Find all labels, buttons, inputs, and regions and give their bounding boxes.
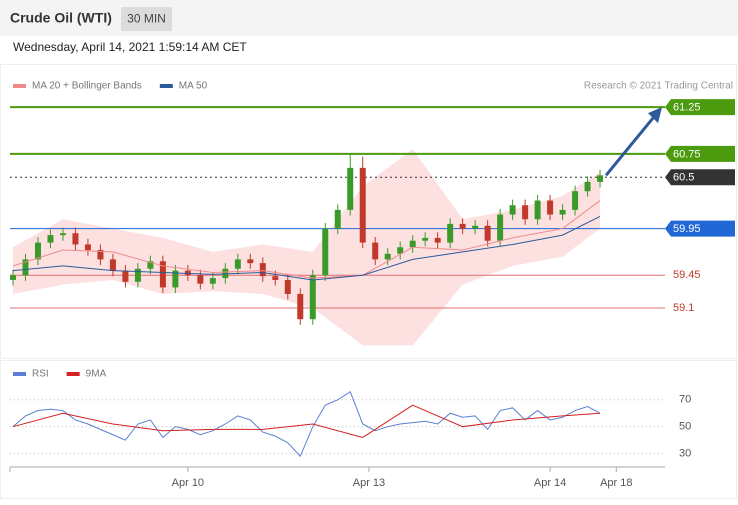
timestamp: Wednesday, April 14, 2021 1:59:14 AM CET: [13, 40, 247, 54]
candle-body: [234, 259, 241, 269]
candle-body: [472, 225, 479, 229]
candle-body: [34, 242, 41, 260]
candle-body: [422, 237, 429, 241]
candle-body: [322, 228, 329, 276]
candle-body: [559, 209, 566, 215]
candle-body: [597, 175, 604, 182]
moving-average: [12, 215, 601, 281]
legend-swatch: [66, 372, 80, 376]
candle-body: [247, 259, 254, 264]
candle-body: [147, 261, 154, 269]
x-tick-label: Apr 10: [172, 477, 204, 489]
legend-label: MA 20 + Bollinger Bands: [32, 81, 142, 92]
candle-body: [172, 270, 179, 288]
y-tick-label: 30: [679, 447, 691, 459]
candle-body: [209, 278, 216, 284]
moving-average: [12, 200, 601, 279]
legend-label: RSI: [32, 369, 49, 380]
y-tick-label: 70: [679, 394, 691, 406]
candle-body: [309, 275, 316, 320]
candle-body: [22, 259, 29, 276]
candle-body: [197, 275, 204, 284]
x-tick-label: Apr 14: [534, 477, 566, 489]
candle-body: [372, 242, 379, 260]
candle-body: [259, 263, 266, 277]
forecast-arrow: [604, 112, 659, 177]
candle-body: [159, 261, 166, 288]
level-badge: [665, 169, 735, 186]
level-badge: [665, 220, 735, 237]
candle-body: [384, 253, 391, 260]
timeframe-badge[interactable]: [121, 7, 172, 31]
candle-body: [534, 200, 541, 220]
candle-body: [522, 205, 529, 220]
candle-body: [347, 167, 354, 210]
legend-swatch: [13, 372, 26, 376]
candle-body: [509, 205, 516, 215]
candle-body: [9, 275, 16, 280]
candle-body: [59, 233, 66, 236]
candle-body: [584, 181, 591, 192]
candle-body: [572, 191, 579, 210]
level-label: 61.25: [673, 102, 701, 114]
level-badge: [665, 99, 735, 116]
candle-body: [497, 214, 504, 241]
candle-body: [72, 233, 79, 245]
candle-body: [84, 244, 91, 251]
candle-body: [334, 209, 341, 229]
candle-body: [547, 200, 554, 215]
candle-body: [122, 270, 129, 282]
candle-body: [484, 225, 491, 241]
price-panel: [0, 64, 737, 359]
candle-body: [284, 279, 291, 294]
candle-body: [359, 167, 366, 243]
level-badge: [665, 145, 735, 162]
indicator-line: [12, 390, 601, 458]
level-label: 59.1: [673, 302, 694, 314]
bollinger-band: [12, 149, 601, 346]
credit: Research © 2021 Trading Central: [584, 81, 733, 92]
price-chart: 61.25 60.75 60.5 59.95 59.45 59.1 MA 20 + Boll…: [9, 81, 735, 346]
candle-body: [447, 223, 454, 243]
candle-body: [97, 250, 104, 260]
candle-body: [409, 240, 416, 248]
legend-swatch: [13, 84, 26, 88]
candle-body: [109, 259, 116, 271]
indicator-line: [12, 404, 601, 438]
candle-body: [459, 223, 466, 229]
timeframe-label[interactable]: 30 MIN: [127, 12, 166, 26]
x-tick-label: Apr 18: [600, 477, 632, 489]
level-label: 59.95: [673, 223, 701, 235]
candle-body: [297, 293, 304, 320]
instrument-title: Crude Oil (WTI): [10, 10, 112, 26]
x-tick-label: Apr 13: [353, 477, 385, 489]
forecast-arrowhead: [648, 107, 662, 124]
rsi-chart: 30 50 70 Apr 10 Apr 13 Apr 14 Apr 18 RSI 9MA: [9, 369, 691, 489]
rsi-panel: [0, 360, 737, 499]
y-tick-label: 50: [679, 421, 691, 433]
legend-swatch: [159, 84, 173, 88]
level-label: 59.45: [673, 269, 701, 281]
candle-body: [434, 237, 441, 243]
candle-body: [134, 268, 141, 282]
legend-label: MA 50: [179, 81, 208, 92]
legend-label: 9MA: [86, 369, 107, 380]
level-label: 60.75: [673, 148, 701, 160]
level-label: 60.5: [673, 172, 694, 184]
candle-body: [397, 247, 404, 254]
candle-body: [272, 276, 279, 280]
candle-body: [47, 235, 54, 243]
